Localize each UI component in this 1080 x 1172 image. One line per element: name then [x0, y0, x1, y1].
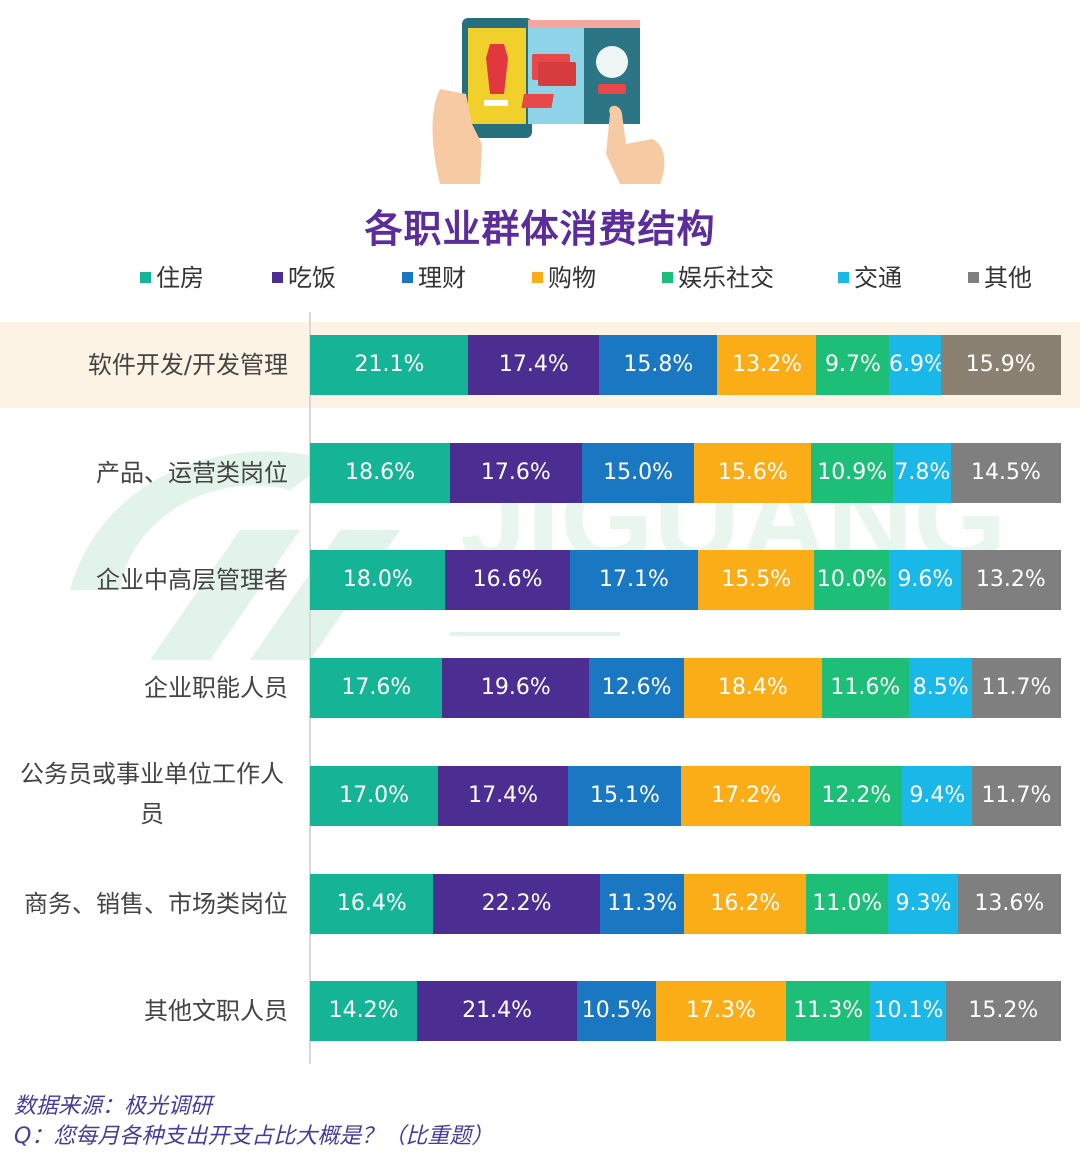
bar-segment: 10.0%	[814, 550, 890, 610]
bar-segment: 9.6%	[889, 550, 962, 610]
bar-segment: 9.3%	[888, 874, 959, 934]
legend-swatch	[968, 271, 979, 283]
bar-segment: 16.4%	[310, 874, 434, 934]
legend-swatch	[532, 271, 543, 283]
bar-segment: 10.1%	[870, 981, 947, 1041]
bar-segment: 13.2%	[961, 550, 1061, 610]
bar-segment: 10.9%	[811, 443, 894, 503]
legend-label: 购物	[548, 264, 596, 292]
bar-segment: 15.2%	[946, 981, 1061, 1041]
legend-label: 其他	[984, 264, 1032, 292]
question-line: Q：您每月各种支出开支占比大概是？（比重题）	[14, 1124, 494, 1149]
bar-segment: 9.4%	[901, 766, 973, 826]
bar-segment: 11.3%	[599, 874, 685, 934]
bar-segment: 17.3%	[655, 981, 787, 1041]
bar-segment: 10.5%	[577, 981, 657, 1041]
legend-item: 娱乐社交	[662, 262, 774, 294]
source-line: 数据来源：极光调研	[14, 1094, 213, 1119]
bar-segment: 15.1%	[568, 766, 682, 826]
bar-segment: 17.4%	[437, 766, 569, 826]
category-label: 产品、运营类岗位	[96, 459, 288, 487]
category-label: 公务员或事业单位工作人员	[20, 760, 284, 828]
bar-segment: 17.0%	[310, 766, 439, 826]
bar-segment: 16.2%	[684, 874, 807, 934]
bar-segment: 17.6%	[310, 658, 443, 718]
category-label: 软件开发/开发管理	[87, 351, 288, 379]
bar-segment: 14.2%	[310, 981, 418, 1041]
legend-item: 吃饭	[272, 262, 336, 294]
bar-segment: 11.3%	[785, 981, 871, 1041]
bar-segment: 19.6%	[442, 658, 590, 718]
legend-swatch	[838, 271, 849, 283]
bar-segment: 15.8%	[598, 335, 718, 395]
bar-segment: 15.5%	[697, 550, 815, 610]
bar-segment: 11.0%	[805, 874, 889, 934]
bar-segment: 12.2%	[810, 766, 903, 826]
bar-segment: 11.7%	[972, 766, 1061, 826]
bar-segment: 13.2%	[717, 335, 817, 395]
bar-segment: 18.4%	[683, 658, 823, 718]
bar-segment: 17.6%	[449, 443, 583, 503]
legend-swatch	[402, 271, 413, 283]
bar-segment: 12.6%	[589, 658, 685, 718]
legend-item: 交通	[838, 262, 902, 294]
bar-segment: 18.6%	[310, 443, 451, 503]
bar-segment: 17.1%	[569, 550, 699, 610]
legend-swatch	[272, 271, 283, 283]
bar-segment: 11.6%	[821, 658, 910, 718]
bar-segment: 21.1%	[310, 335, 469, 395]
bar-segment: 16.6%	[445, 550, 571, 610]
legend-item: 购物	[532, 262, 596, 294]
legend-item: 其他	[968, 262, 1032, 294]
legend-item: 住房	[140, 262, 204, 294]
bar-segment: 22.2%	[433, 874, 601, 934]
category-label: 其他文职人员	[144, 997, 288, 1025]
legend-swatch	[662, 271, 673, 283]
legend-swatch	[140, 271, 151, 283]
shopping-illustration	[432, 18, 665, 184]
bar-segment: 11.7%	[972, 658, 1061, 718]
bar-segment: 8.5%	[908, 658, 973, 718]
legend-item: 理财	[402, 262, 466, 294]
source-note: 数据来源：极光调研 Q：您每月各种支出开支占比大概是？（比重题）	[14, 1092, 493, 1152]
bar-segment: 21.4%	[416, 981, 578, 1041]
category-label: 商务、销售、市场类岗位	[24, 890, 288, 918]
legend-label: 理财	[418, 264, 466, 292]
bar-segment: 15.6%	[694, 443, 812, 503]
bar-segment: 15.0%	[581, 443, 695, 503]
bar-segment: 9.7%	[816, 335, 890, 395]
chart-title: 各职业群体消费结构	[364, 207, 716, 251]
bar-segment: 17.4%	[468, 335, 600, 395]
bar-segment: 18.0%	[310, 550, 446, 610]
bar-segment: 7.8%	[892, 443, 952, 503]
legend-label: 吃饭	[288, 264, 336, 292]
category-label: 企业中高层管理者	[96, 566, 288, 594]
bar-segment: 15.9%	[940, 335, 1061, 395]
category-label: 企业职能人员	[144, 674, 288, 702]
legend-label: 交通	[854, 264, 902, 292]
bar-segment: 14.5%	[951, 443, 1061, 503]
legend-label: 住房	[156, 264, 204, 292]
bar-segment: 6.9%	[889, 335, 942, 395]
legend-label: 娱乐社交	[678, 264, 774, 292]
bar-segment: 13.6%	[958, 874, 1061, 934]
bar-segment: 17.2%	[681, 766, 811, 826]
